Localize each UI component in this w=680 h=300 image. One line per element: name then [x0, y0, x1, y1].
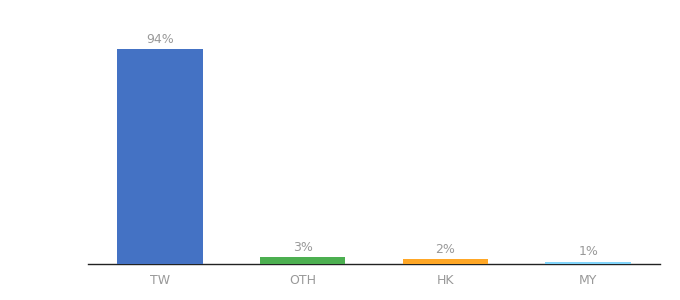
Bar [403, 260, 488, 264]
Text: 1%: 1% [578, 245, 598, 258]
Bar [545, 262, 631, 264]
Bar [260, 257, 345, 264]
Text: 2%: 2% [435, 243, 456, 256]
Bar [117, 49, 203, 264]
Text: 94%: 94% [146, 33, 173, 46]
Text: 3%: 3% [292, 241, 313, 254]
